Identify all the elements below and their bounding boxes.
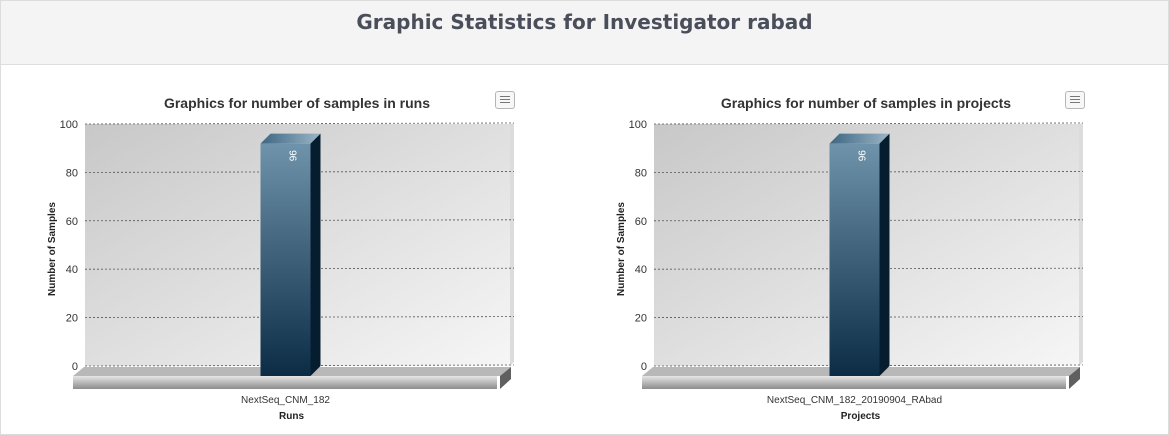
- y-tick-label: 20: [66, 313, 78, 325]
- gridline: [84, 171, 515, 173]
- y-axis-label: Number of Samples: [616, 202, 627, 296]
- plot-side-wall: [510, 123, 514, 366]
- bar-side: [310, 133, 321, 376]
- gridline: [84, 219, 515, 222]
- bar-top: [829, 133, 890, 144]
- y-tick-label: 40: [635, 264, 647, 276]
- x-axis-label: Projects: [841, 411, 881, 422]
- x-axis-label: Runs: [279, 411, 304, 422]
- plot-floor-side: [500, 367, 511, 389]
- y-tick-label: 100: [60, 119, 78, 131]
- y-tick-label: 60: [66, 216, 78, 228]
- y-axis-label: Number of Samples: [47, 202, 58, 296]
- data-label: 96: [287, 150, 298, 162]
- y-tick-label: 20: [635, 313, 647, 325]
- page-header: Graphic Statistics for Investigator raba…: [1, 1, 1168, 65]
- bar-side: [879, 133, 890, 376]
- plot-side-wall: [1079, 123, 1083, 366]
- hamburger-menu-icon[interactable]: [495, 91, 515, 109]
- y-tick-label: 60: [635, 216, 647, 228]
- gridline: [653, 122, 1084, 125]
- gridline: [84, 364, 515, 367]
- hamburger-menu-icon[interactable]: [1065, 91, 1085, 109]
- chart-svg: Graphics for number of samples in runs 0 2…: [47, 95, 515, 422]
- bar: [260, 143, 311, 376]
- plot-floor-side: [1069, 367, 1080, 389]
- page-title: Graphic Statistics for Investigator raba…: [356, 10, 813, 34]
- gridline: [653, 171, 1084, 173]
- gridline: [84, 267, 515, 270]
- data-label: 96: [856, 150, 867, 162]
- gridline: [653, 267, 1084, 270]
- gridline: [653, 364, 1084, 367]
- gridline: [84, 122, 515, 125]
- chart-title: Graphics for number of samples in runs: [164, 95, 430, 111]
- x-tick-label: NextSeq_CNM_182: [241, 395, 330, 406]
- plot-floor-front: [73, 376, 497, 389]
- x-tick-label: NextSeq_CNM_182_20190904_RAbad: [767, 395, 942, 406]
- chart-svg: Graphics for number of samples in projec…: [616, 95, 1084, 422]
- chart-title: Graphics for number of samples in projec…: [721, 95, 1011, 111]
- runs-chart: Graphics for number of samples in runs 0 2…: [28, 80, 573, 430]
- y-tick-label: 80: [635, 167, 647, 179]
- bar: [829, 143, 880, 376]
- y-tick-label: 40: [66, 264, 78, 276]
- projects-chart: Graphics for number of samples in projec…: [597, 80, 1142, 430]
- y-tick-label: 100: [629, 119, 647, 131]
- bar-top: [260, 133, 321, 144]
- gridline: [653, 316, 1084, 319]
- y-tick-label: 0: [641, 361, 647, 373]
- plot-floor-front: [642, 376, 1066, 389]
- gridline: [84, 316, 515, 319]
- y-tick-label: 0: [72, 361, 78, 373]
- y-tick-label: 80: [66, 167, 78, 179]
- gridline: [653, 219, 1084, 222]
